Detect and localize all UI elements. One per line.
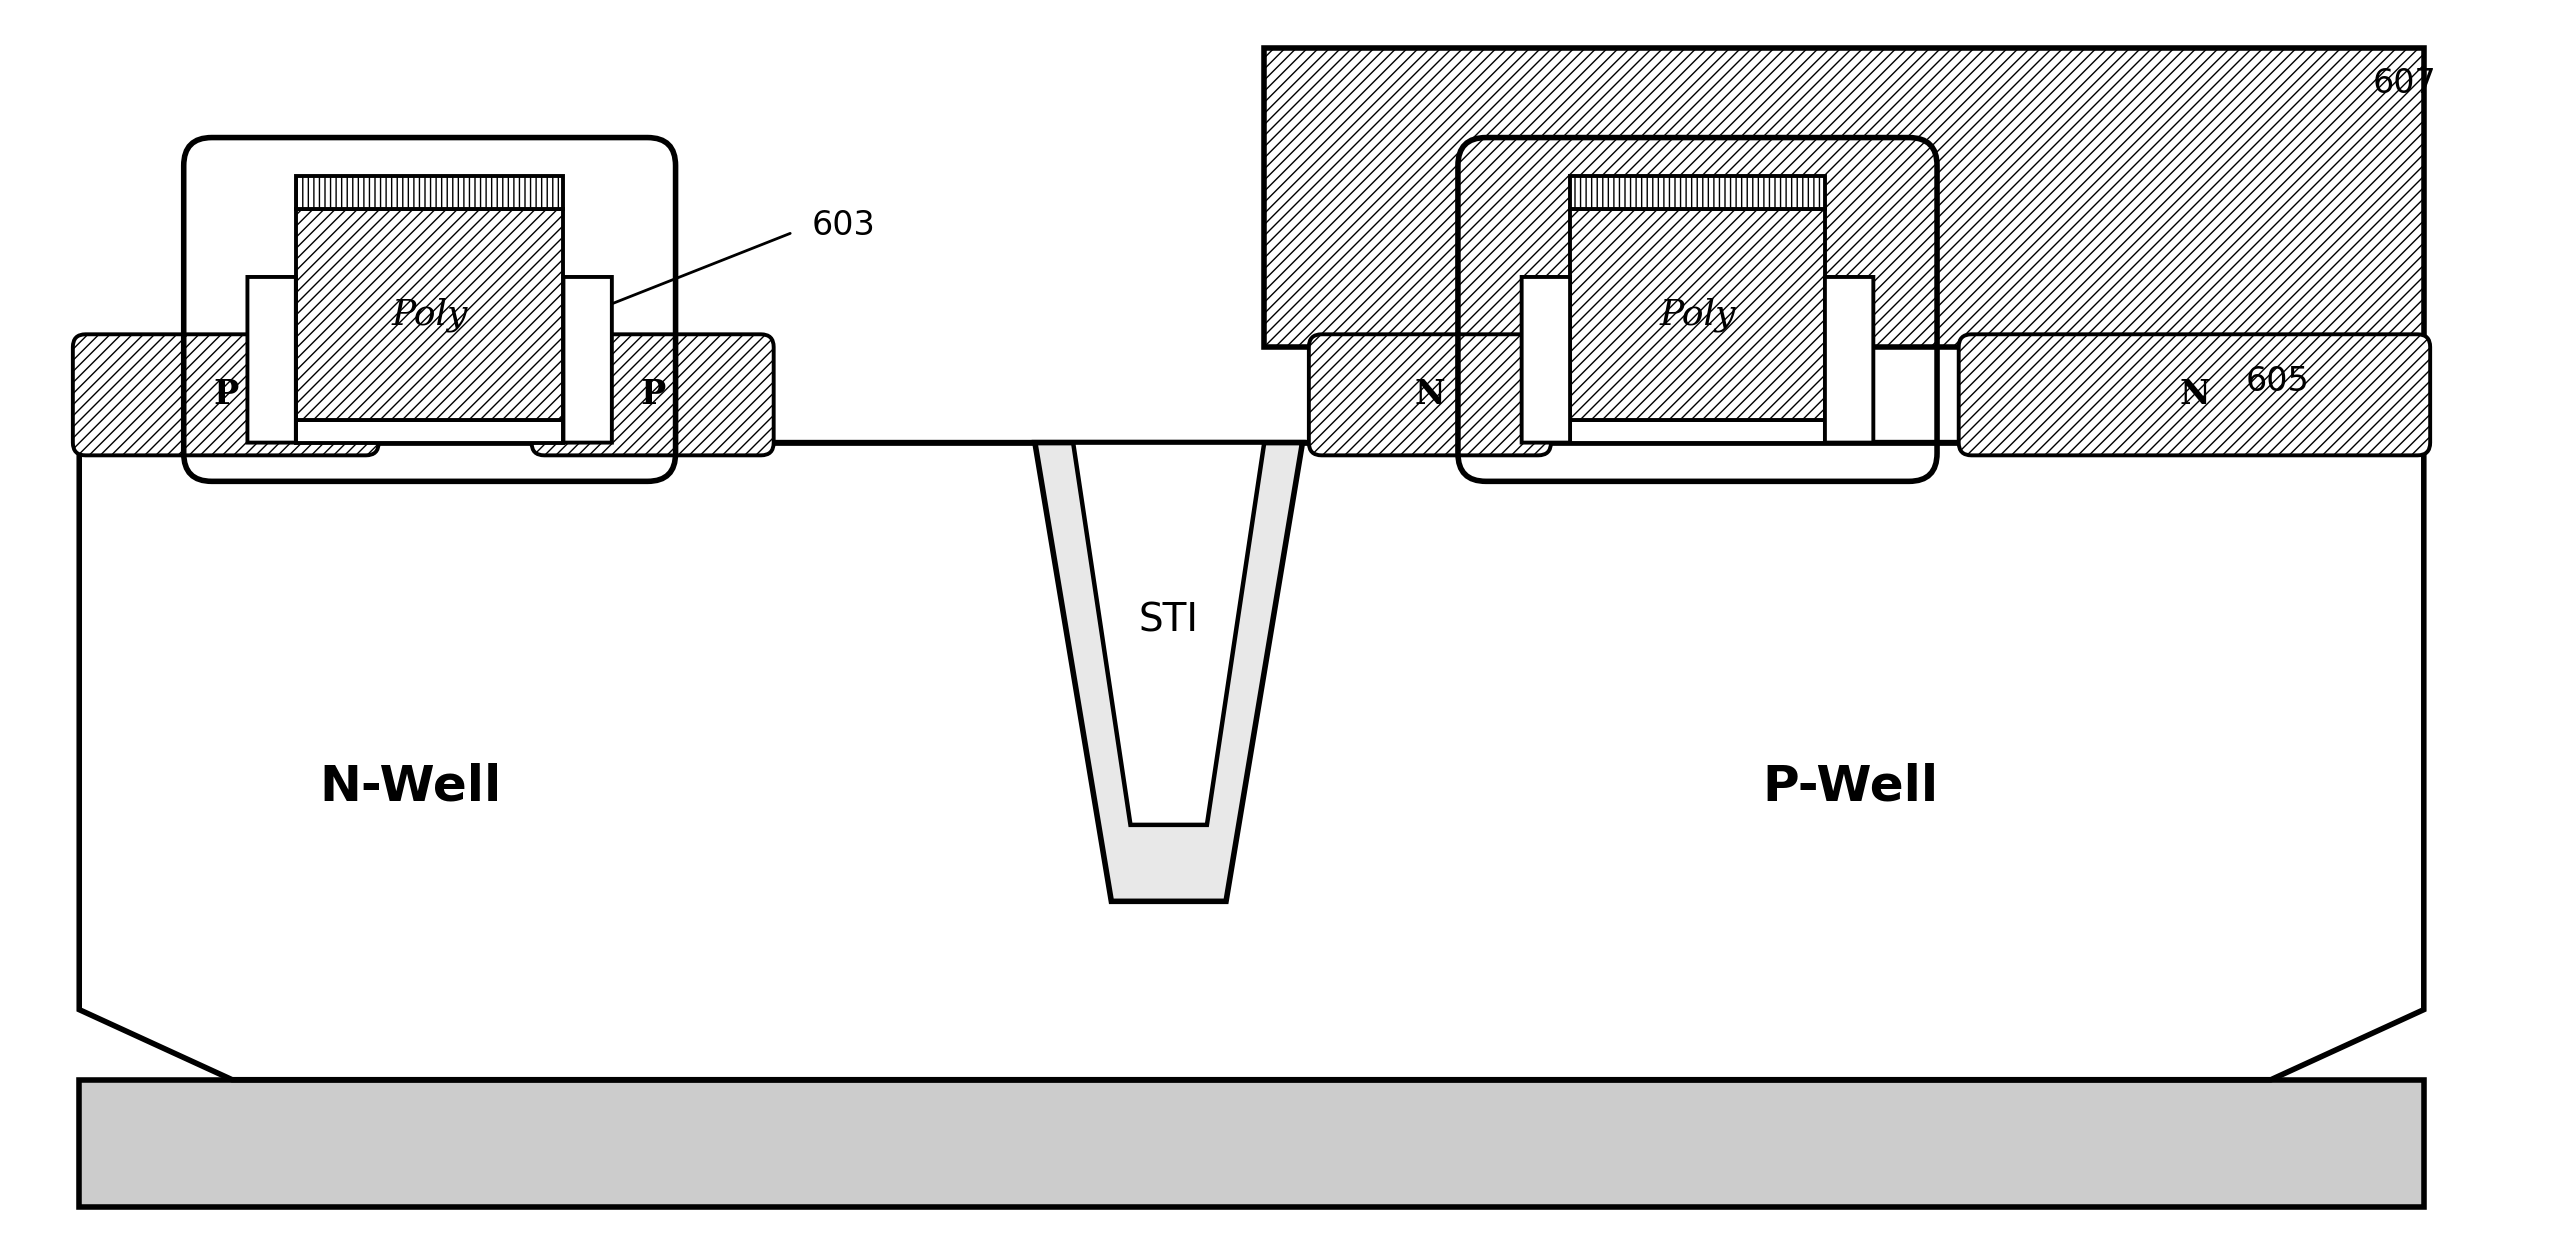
Text: 603: 603 [812,210,876,242]
Text: N: N [2179,379,2209,411]
Text: N: N [1415,379,1446,411]
Text: P: P [212,379,238,411]
Bar [296,176,564,210]
FancyBboxPatch shape [248,277,296,442]
Text: P: P [641,379,664,411]
FancyBboxPatch shape [74,334,378,456]
FancyBboxPatch shape [1826,277,1872,442]
Bar [296,420,564,442]
FancyBboxPatch shape [1522,277,1571,442]
FancyBboxPatch shape [531,334,774,456]
Text: Poly: Poly [1660,297,1737,332]
Polygon shape [79,442,2424,1079]
Text: P-Well: P-Well [1762,763,1938,811]
Bar [1571,420,1826,442]
FancyBboxPatch shape [1959,334,2431,456]
Text: Poly: Poly [391,297,467,332]
Bar [1264,47,2424,347]
Bar [79,1079,2424,1207]
Polygon shape [1034,442,1303,902]
Polygon shape [1073,442,1264,825]
Text: N-Well: N-Well [319,763,501,811]
Text: 607: 607 [2373,67,2437,99]
FancyBboxPatch shape [1308,334,1550,456]
Text: STI: STI [1139,602,1198,640]
FancyBboxPatch shape [564,277,613,442]
Bar [296,210,564,420]
Text: 605: 605 [2245,365,2309,397]
Bar [1571,210,1826,420]
Bar [1571,176,1826,210]
